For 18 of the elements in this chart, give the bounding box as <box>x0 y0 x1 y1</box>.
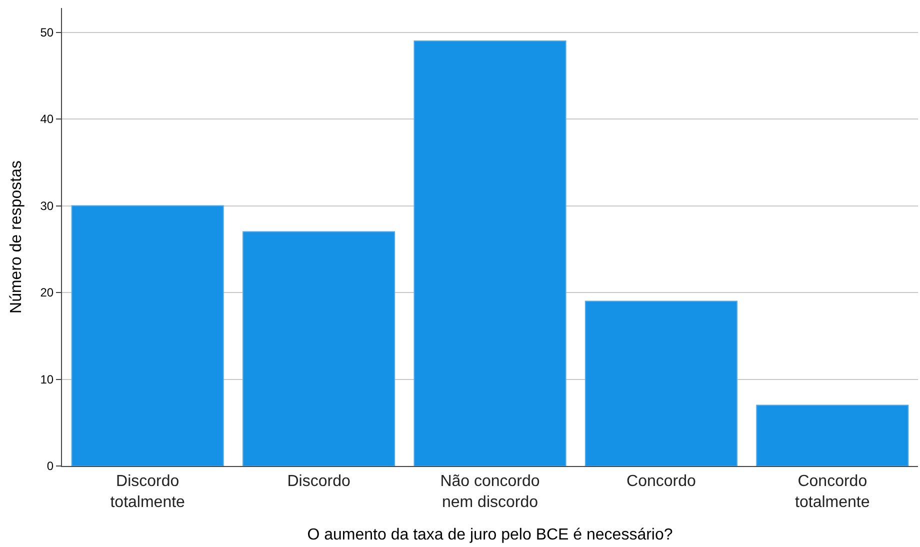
y-tick-label: 40 <box>40 112 54 126</box>
y-tick-label: 30 <box>40 198 54 213</box>
x-axis-title: O aumento da taxa de juro pelo BCE é necessário? <box>307 526 673 544</box>
x-tick-label: Discordo totalmente <box>110 473 186 511</box>
bar <box>71 205 224 466</box>
y-tick-label: 10 <box>40 372 54 386</box>
y-tick-label: 20 <box>40 286 54 300</box>
bar <box>584 300 738 466</box>
bar <box>414 40 566 466</box>
x-tick-label: Não concordo nem discordo <box>440 473 540 511</box>
bar <box>756 404 909 466</box>
x-tick-label: Concordo totalmente <box>795 473 870 511</box>
y-tick-label: 50 <box>40 25 54 40</box>
bar <box>242 231 396 466</box>
x-tick-label: Discordo <box>287 473 350 490</box>
y-tick-label: 0 <box>46 459 54 474</box>
y-axis-title: Número de respostas <box>8 160 26 314</box>
x-tick-label: Concordo <box>626 473 696 490</box>
